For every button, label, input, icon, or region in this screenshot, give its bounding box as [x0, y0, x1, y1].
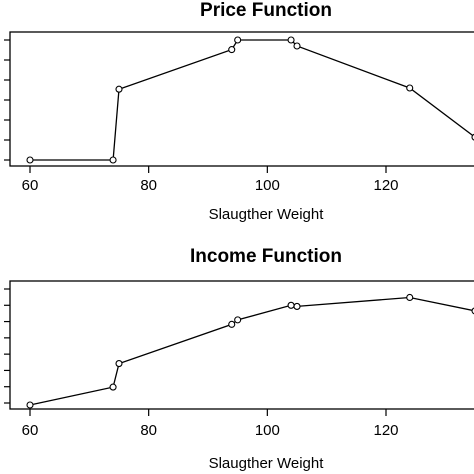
data-point [228, 46, 236, 54]
x-tick-label: 60 [22, 422, 39, 439]
data-point [234, 316, 242, 324]
chart-title: Income Function [190, 246, 342, 267]
income-function-panel: Income Function 60 80 100 120 Slaugther Wei… [0, 237, 474, 474]
data-point [287, 301, 295, 309]
series-line [29, 296, 474, 406]
data-point [26, 401, 34, 409]
x-tick-label: 80 [140, 422, 157, 439]
plot-frame [9, 280, 474, 410]
data-point [228, 320, 236, 328]
price-function-chart: 60 80 100 120 [4, 31, 474, 194]
price-function-panel: Price Function 60 80 100 120 Slaugther Weig… [4, 0, 474, 223]
data-point [115, 85, 123, 93]
data-point [109, 156, 117, 164]
data-point [234, 36, 242, 44]
plot-frame [9, 31, 474, 167]
income-function-chart: 60 80 100 120 [4, 280, 474, 439]
data-point [287, 36, 295, 44]
x-tick-label: 100 [255, 177, 280, 194]
data-point [115, 360, 123, 368]
data-point [293, 302, 301, 310]
chart-title: Price Function [200, 0, 332, 21]
x-axis-label: Slaugther Weight [208, 206, 324, 223]
x-tick-label: 120 [373, 422, 398, 439]
x-tick-label: 120 [373, 177, 398, 194]
data-point [109, 383, 117, 391]
series-line [30, 39, 474, 161]
data-point [406, 84, 414, 92]
x-tick-label: 80 [140, 177, 157, 194]
data-point [26, 156, 34, 164]
x-tick-label: 100 [255, 422, 280, 439]
data-point [406, 293, 414, 302]
x-axis-label: Slaugther Weight [208, 455, 324, 472]
x-tick-label: 60 [22, 177, 39, 194]
data-point [293, 42, 301, 50]
